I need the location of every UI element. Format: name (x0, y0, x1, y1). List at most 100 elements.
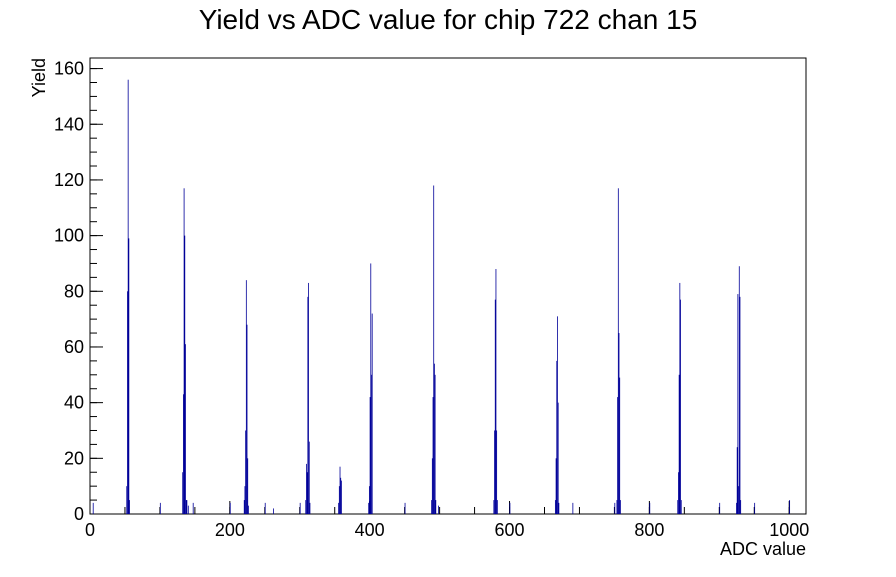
y-tick-label: 80 (64, 281, 84, 301)
bar (127, 291, 128, 514)
bar (306, 472, 308, 514)
bar (678, 472, 679, 514)
bar (679, 282, 681, 514)
bar (192, 502, 194, 514)
bar (340, 477, 342, 514)
bar (185, 500, 187, 514)
x-axis-label: ADC value (720, 539, 806, 559)
bar (404, 502, 406, 514)
bar (614, 502, 616, 514)
bar (244, 486, 246, 514)
y-tick-label: 40 (64, 393, 84, 413)
bar (299, 502, 301, 514)
bar (184, 235, 186, 514)
bar (370, 263, 372, 514)
bar (306, 463, 307, 514)
bar (431, 500, 433, 514)
bar (338, 502, 340, 514)
bar (338, 486, 340, 514)
bar (159, 502, 161, 514)
bar (308, 282, 309, 514)
bar (557, 316, 558, 514)
bar (736, 447, 738, 514)
bar (127, 79, 129, 514)
bar (368, 486, 370, 514)
bar (789, 500, 791, 514)
bar (432, 397, 434, 514)
bar (186, 500, 188, 514)
y-tick-label: 0 (74, 504, 84, 524)
bar (371, 374, 372, 514)
bar (305, 500, 307, 514)
bar (247, 458, 249, 514)
bar (434, 374, 436, 514)
bar (245, 430, 247, 514)
bar (246, 324, 248, 514)
bar (737, 294, 739, 514)
bar (433, 185, 435, 514)
bar (739, 296, 741, 514)
bar (182, 472, 184, 514)
bar (680, 299, 681, 514)
x-tick-label: 600 (495, 520, 525, 540)
y-tick-label: 20 (64, 448, 84, 468)
bar (245, 280, 247, 514)
bar (434, 363, 435, 514)
bar (435, 500, 437, 514)
bar (617, 397, 619, 514)
bar (126, 486, 128, 514)
bar (273, 508, 274, 514)
bar (738, 486, 739, 514)
bar (495, 269, 497, 514)
bar (555, 458, 557, 514)
bar (307, 296, 309, 514)
bar (494, 430, 495, 514)
x-tick-label: 200 (215, 520, 245, 540)
x-tick-label: 1000 (769, 520, 809, 540)
y-tick-label: 100 (54, 226, 84, 246)
bar (229, 502, 231, 514)
bar (438, 505, 440, 514)
bar (185, 344, 186, 514)
bar (371, 313, 373, 514)
x-tick-label: 0 (85, 520, 95, 540)
bar (558, 502, 560, 514)
bar (369, 397, 371, 514)
bar (509, 502, 511, 514)
bar (572, 502, 574, 514)
bar (620, 500, 621, 514)
bar (616, 500, 618, 514)
y-tick-label: 120 (54, 170, 84, 190)
bar (554, 500, 556, 514)
bar (649, 502, 651, 514)
bar (617, 188, 619, 515)
bar (308, 441, 310, 514)
bar (680, 500, 682, 514)
bar (494, 299, 496, 514)
bar (248, 505, 249, 514)
bar (264, 502, 266, 514)
chart-title: Yield vs ADC value for chip 722 chan 15 (199, 4, 698, 35)
bar (736, 502, 737, 514)
bar (243, 500, 245, 514)
bar (738, 266, 740, 514)
bar (92, 502, 94, 514)
bar (339, 466, 341, 514)
bar (556, 360, 558, 514)
bar (740, 500, 742, 514)
bar (557, 402, 559, 514)
bar (182, 394, 184, 514)
bar (183, 188, 185, 515)
bar (719, 502, 721, 514)
bar (496, 430, 498, 514)
y-tick-label: 140 (54, 114, 84, 134)
bar (496, 500, 498, 514)
plot-frame (89, 57, 807, 515)
bar (368, 502, 370, 514)
x-tick-label: 400 (355, 520, 385, 540)
y-tick-label: 60 (64, 337, 84, 357)
bar (187, 505, 189, 514)
bar (309, 502, 311, 514)
